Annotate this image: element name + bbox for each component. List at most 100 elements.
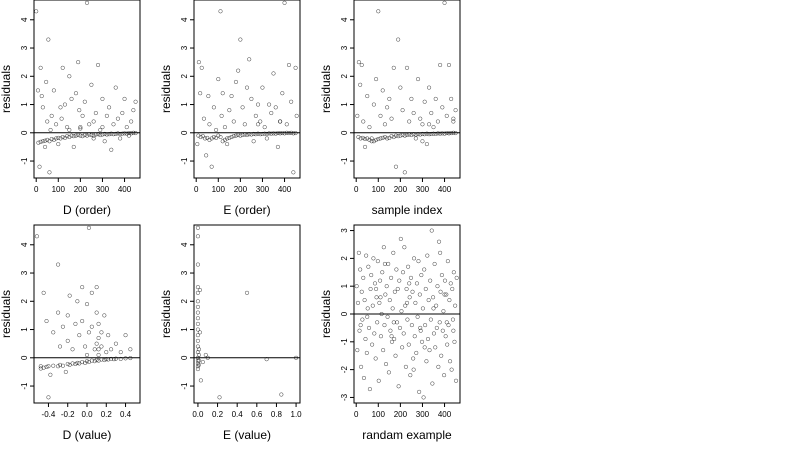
data-point [200,134,205,139]
data-point [393,133,399,138]
data-point [422,99,427,104]
data-point [95,132,101,137]
x-tick-label: -0.4 [42,410,56,419]
data-point [111,357,117,362]
data-point [48,127,53,133]
data-point [443,334,448,339]
data-point [446,62,452,68]
data-point [378,334,383,339]
data-point [289,130,294,135]
data-point [442,278,448,283]
data-point [369,136,374,141]
data-point [229,134,234,140]
data-point [376,378,381,383]
data-point [291,170,296,175]
data-point [71,134,76,139]
data-point [271,71,276,76]
data-point [432,261,437,266]
data-point [80,285,85,290]
data-point [196,133,201,138]
data-point [95,62,101,68]
data-point [128,356,133,361]
x-axis-title: randam example [362,428,452,442]
data-point [195,338,200,343]
data-point [289,99,294,104]
data-point [393,353,398,358]
data-point [453,131,458,136]
data-point [71,144,76,149]
data-point [227,108,232,113]
data-point [83,344,88,349]
data-point [417,292,422,297]
data-point [448,281,453,286]
data-point [440,131,445,136]
data-point [293,65,298,70]
data-point [216,133,221,138]
data-point [388,328,393,333]
x-tick-label: 0 [34,185,39,194]
data-point [34,234,39,239]
data-point [111,132,116,137]
data-point [211,134,216,140]
data-point [67,74,72,79]
data-point [104,357,109,362]
data-point [396,384,401,389]
y-tick-label: 3 [340,45,349,50]
data-point [364,253,369,258]
data-point [211,105,216,110]
data-point [253,132,258,137]
data-point [358,136,363,141]
data-point [106,357,111,362]
data-point [375,259,380,264]
data-point [422,345,427,350]
data-point [429,110,434,116]
data-point [91,136,96,141]
data-point [195,367,200,372]
data-point [409,96,414,101]
data-point [412,256,417,261]
data-point [267,102,272,107]
data-point [434,303,439,308]
data-point [100,96,105,101]
data-point [453,378,459,383]
data-point [258,119,263,124]
data-point [236,68,241,73]
data-point [381,245,386,250]
data-point [424,131,429,136]
data-point [425,253,430,258]
y-axis-title: residuals [0,65,13,113]
data-point [392,289,397,294]
data-point [433,345,438,350]
data-point [35,88,41,93]
data-point [406,264,411,269]
data-point [36,140,41,145]
data-point [60,65,65,70]
data-point [293,131,298,136]
data-point [407,132,412,137]
panel-e-order: 0 100 200 300 400 -1 0 1 2 3 4 E (order) residuals [159,0,301,217]
data-point [422,132,427,137]
data-point [358,267,363,272]
y-tick-label: 3 [20,45,29,50]
data-point [398,236,403,241]
x-tick-label: 0.0 [192,410,204,419]
data-point [431,306,436,311]
data-point [195,234,200,239]
x-tick-label: 200 [394,185,408,194]
data-point [203,352,208,358]
data-point [286,131,292,136]
data-point [431,125,436,130]
data-point [260,131,265,136]
data-point [389,334,394,339]
data-point [453,108,458,113]
data-point [249,96,254,101]
data-point [358,323,363,328]
data-point [362,298,367,303]
data-point [418,132,423,137]
data-point [255,131,261,136]
data-point [359,62,364,68]
data-point [437,320,442,325]
data-point [415,314,420,319]
data-point [217,395,222,400]
data-point [67,293,72,298]
